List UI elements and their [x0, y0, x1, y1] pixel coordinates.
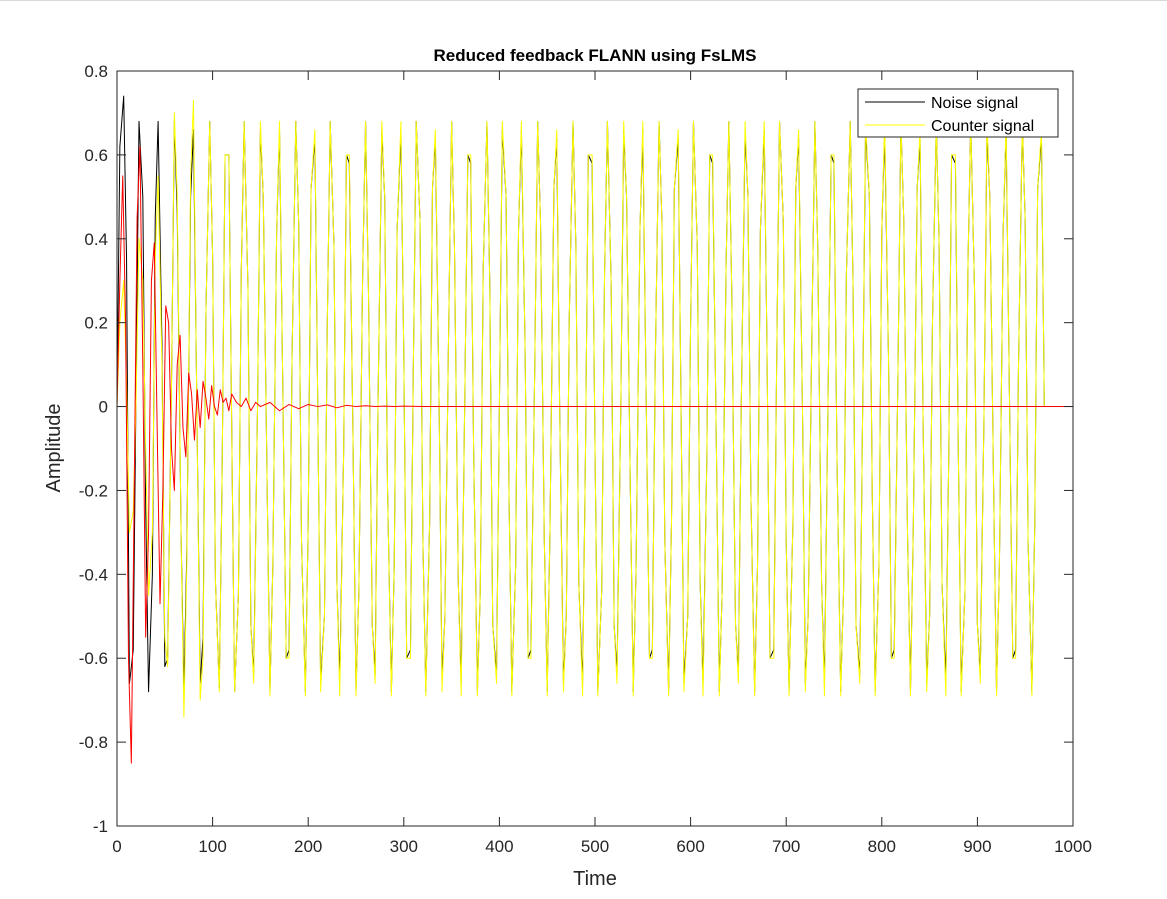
y-tick-label: -0.2: [79, 481, 108, 500]
x-tick-label: 1000: [1054, 837, 1092, 856]
y-tick-label: -1: [93, 817, 108, 836]
y-tick-label: -0.8: [79, 733, 108, 752]
x-tick-label: 300: [390, 837, 418, 856]
x-tick-label: 400: [485, 837, 513, 856]
y-tick-label: 0.2: [84, 314, 108, 333]
chart-title: Reduced feedback FLANN using FsLMS: [433, 46, 756, 65]
legend: Noise signal Counter signal: [858, 89, 1058, 137]
y-tick-label: 0.8: [84, 62, 108, 81]
x-tick-label: 0: [112, 837, 121, 856]
x-tick-label: 600: [676, 837, 704, 856]
y-tick-label: 0.6: [84, 146, 108, 165]
y-axis-label: Amplitude: [43, 404, 65, 493]
y-tick-label: -0.6: [79, 649, 108, 668]
x-tick-label: 800: [868, 837, 896, 856]
y-tick-label: 0: [99, 398, 108, 417]
y-tick-label: 0.4: [84, 230, 108, 249]
x-tick-label: 900: [963, 837, 991, 856]
x-tick-label: 100: [198, 837, 226, 856]
x-tick-label: 500: [581, 837, 609, 856]
legend-label-counter-signal: Counter signal: [931, 118, 1034, 135]
y-tick-label: -0.4: [79, 565, 108, 584]
legend-label-noise-signal: Noise signal: [931, 95, 1018, 112]
x-tick-label: 700: [772, 837, 800, 856]
x-axis-label: Time: [573, 868, 617, 890]
x-tick-label: 200: [294, 837, 322, 856]
